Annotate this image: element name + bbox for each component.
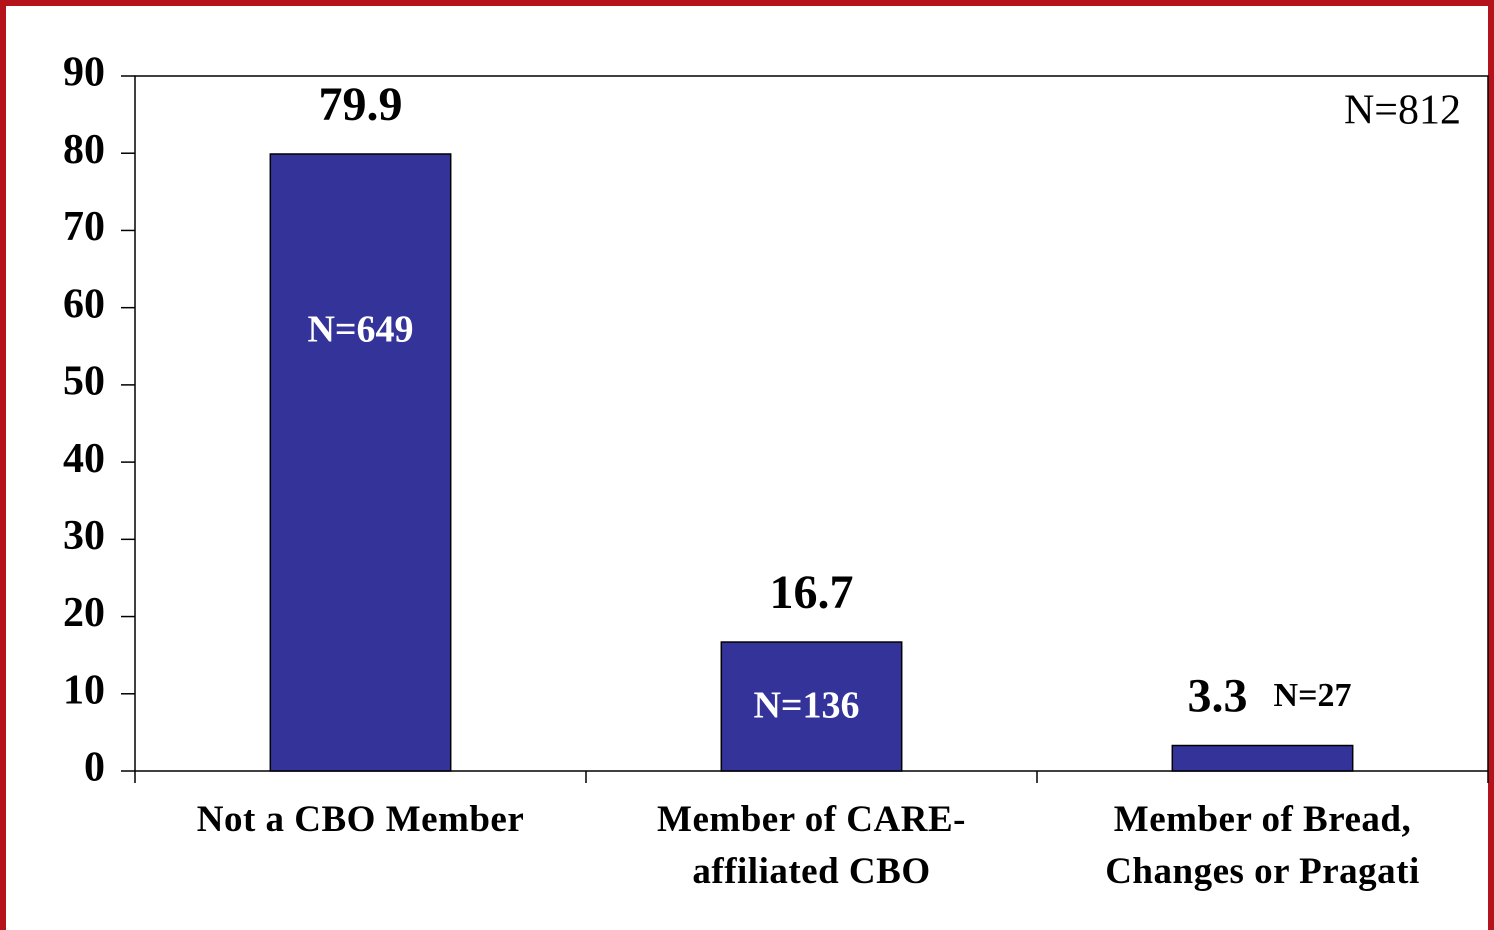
bar — [720, 641, 903, 772]
x-tick-label: Member of Bread, Changes or Pragati — [1105, 799, 1420, 892]
value-label: 16.7 — [770, 566, 854, 619]
y-tick-label: 90 — [63, 50, 105, 96]
y-tick-label: 60 — [63, 281, 105, 327]
sample-size: N=812 — [1344, 88, 1461, 134]
bar — [269, 153, 452, 772]
x-tick-label: Not a CBO Member — [196, 799, 525, 840]
y-tick-label: 30 — [63, 513, 105, 559]
y-tick-label: 20 — [63, 590, 105, 636]
y-tick-label: 0 — [84, 745, 105, 791]
y-tick-label: 70 — [63, 204, 105, 250]
y-tick-label: 80 — [63, 127, 105, 173]
bar-count-label: N=136 — [753, 685, 859, 727]
bar-count-label: N=649 — [307, 309, 413, 351]
bar-count-label: N=27 — [1274, 677, 1352, 714]
y-tick-label: 50 — [63, 359, 105, 405]
y-tick-label: 10 — [63, 667, 105, 713]
chart: N=812 0 10 20 30 40 50 60 70 80 90 79.9 N=649 16.7 N=… — [63, 50, 1489, 791]
bar — [1171, 744, 1354, 772]
value-label: 79.9 — [319, 78, 403, 131]
value-label: 3.3 — [1188, 670, 1248, 723]
x-tick-label: Member of CARE- affiliated CBO — [657, 799, 966, 892]
y-tick-label: 40 — [63, 436, 105, 482]
